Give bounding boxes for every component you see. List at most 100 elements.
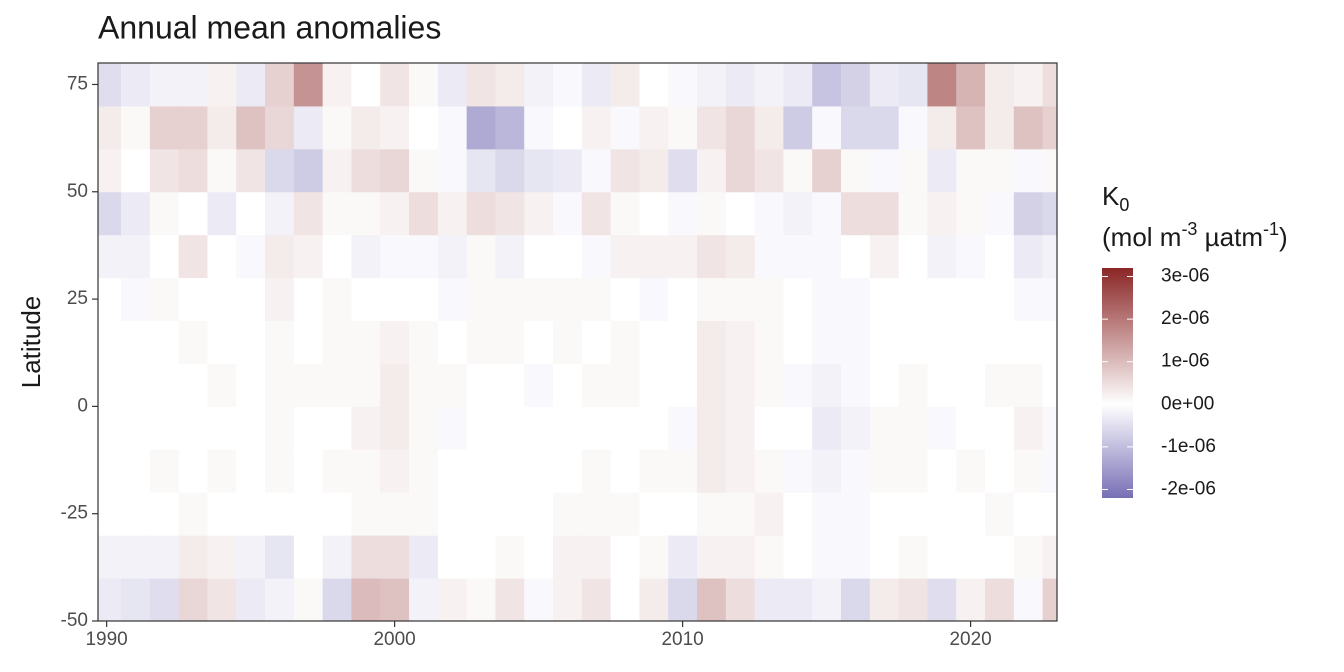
heat-tile <box>380 148 410 193</box>
heat-tile <box>927 535 957 579</box>
heat-tile <box>841 535 871 579</box>
heat-tile <box>437 320 468 364</box>
heat-tile <box>495 234 525 279</box>
heat-tile <box>293 492 324 536</box>
heat-tile <box>207 363 237 407</box>
heat-tile <box>437 578 468 621</box>
heat-tile <box>178 191 208 236</box>
heat-tile <box>437 277 468 322</box>
heat-tile <box>985 406 1015 450</box>
x-tick-label: 2000 <box>373 629 415 650</box>
heat-tile <box>265 320 295 364</box>
y-tick-label: 50 <box>67 181 88 202</box>
heat-tile <box>524 363 554 407</box>
heat-tile <box>236 578 266 621</box>
heat-tile <box>898 63 928 107</box>
heat-tile <box>869 578 900 621</box>
heat-tile <box>869 148 900 193</box>
heat-tile <box>927 191 957 236</box>
heat-tile <box>149 363 180 407</box>
heat-tile <box>236 148 266 193</box>
heat-tile <box>956 105 986 150</box>
heat-tile <box>697 191 727 236</box>
heat-tile <box>898 492 928 536</box>
legend-unit-sup: -3 <box>1181 219 1197 239</box>
heat-tile <box>322 105 352 150</box>
heat-tile <box>351 320 381 364</box>
heat-tile <box>409 535 439 579</box>
heat-tile <box>178 277 208 322</box>
heat-tile <box>581 105 612 150</box>
heat-tile <box>121 277 151 322</box>
y-tick-label: 75 <box>67 73 88 94</box>
heat-tile <box>265 492 295 536</box>
heat-tile <box>437 492 468 536</box>
heat-tile <box>121 148 151 193</box>
heat-tile <box>1013 492 1044 536</box>
legend-title: K0 <box>1102 181 1129 215</box>
heat-tile <box>985 105 1015 150</box>
heat-tile <box>322 63 352 107</box>
heat-tile <box>668 406 698 450</box>
heat-tile <box>639 578 669 621</box>
heat-tile <box>553 105 583 150</box>
heat-tile <box>754 492 784 536</box>
heat-tile <box>293 63 324 107</box>
heat-tile <box>668 63 698 107</box>
heat-tile <box>437 191 468 236</box>
heat-tile <box>581 63 612 107</box>
heat-tile <box>869 63 900 107</box>
heat-tile <box>754 63 784 107</box>
heat-tile <box>754 191 784 236</box>
heat-tile <box>581 578 612 621</box>
heat-tile <box>466 191 496 236</box>
heat-tile <box>409 63 439 107</box>
heat-tile <box>409 449 439 493</box>
heat-tile <box>236 105 266 150</box>
heat-tile <box>178 406 208 450</box>
heat-tile <box>610 277 640 322</box>
heat-tile <box>293 449 324 493</box>
x-tick-label: 2020 <box>949 629 991 650</box>
heat-tile <box>380 535 410 579</box>
heat-tile <box>1042 449 1057 493</box>
heat-tile <box>754 535 784 579</box>
heat-tile <box>98 191 122 236</box>
heat-tile <box>553 234 583 279</box>
heat-tile <box>812 578 842 621</box>
heat-tile <box>725 63 756 107</box>
heat-tile <box>380 449 410 493</box>
heat-tile <box>754 105 784 150</box>
heat-tile <box>610 63 640 107</box>
heat-tile <box>956 320 986 364</box>
heat-tile <box>898 234 928 279</box>
heat-tile <box>898 578 928 621</box>
heat-tile <box>1013 234 1044 279</box>
heat-tile <box>725 277 756 322</box>
heat-tile <box>553 191 583 236</box>
heat-tile <box>697 406 727 450</box>
heat-tile <box>1042 363 1057 407</box>
heat-tile <box>639 148 669 193</box>
heat-tile <box>351 105 381 150</box>
heat-tile <box>1013 363 1044 407</box>
heat-tile <box>178 105 208 150</box>
y-tick-label: 25 <box>67 288 88 309</box>
heat-tile <box>236 492 266 536</box>
heat-tile <box>668 277 698 322</box>
heat-tile <box>1042 234 1057 279</box>
heat-tile <box>754 363 784 407</box>
heat-tile <box>898 406 928 450</box>
heat-tile <box>380 191 410 236</box>
heat-tile <box>985 191 1015 236</box>
heat-tile <box>322 492 352 536</box>
heat-tile <box>841 492 871 536</box>
heat-tile <box>783 277 813 322</box>
heat-tile <box>149 105 180 150</box>
heat-tile <box>812 535 842 579</box>
heat-tile <box>293 148 324 193</box>
heat-tile <box>639 406 669 450</box>
heat-tile <box>322 277 352 322</box>
heat-tile <box>409 191 439 236</box>
color-tick-label: -2e-06 <box>1161 478 1216 499</box>
